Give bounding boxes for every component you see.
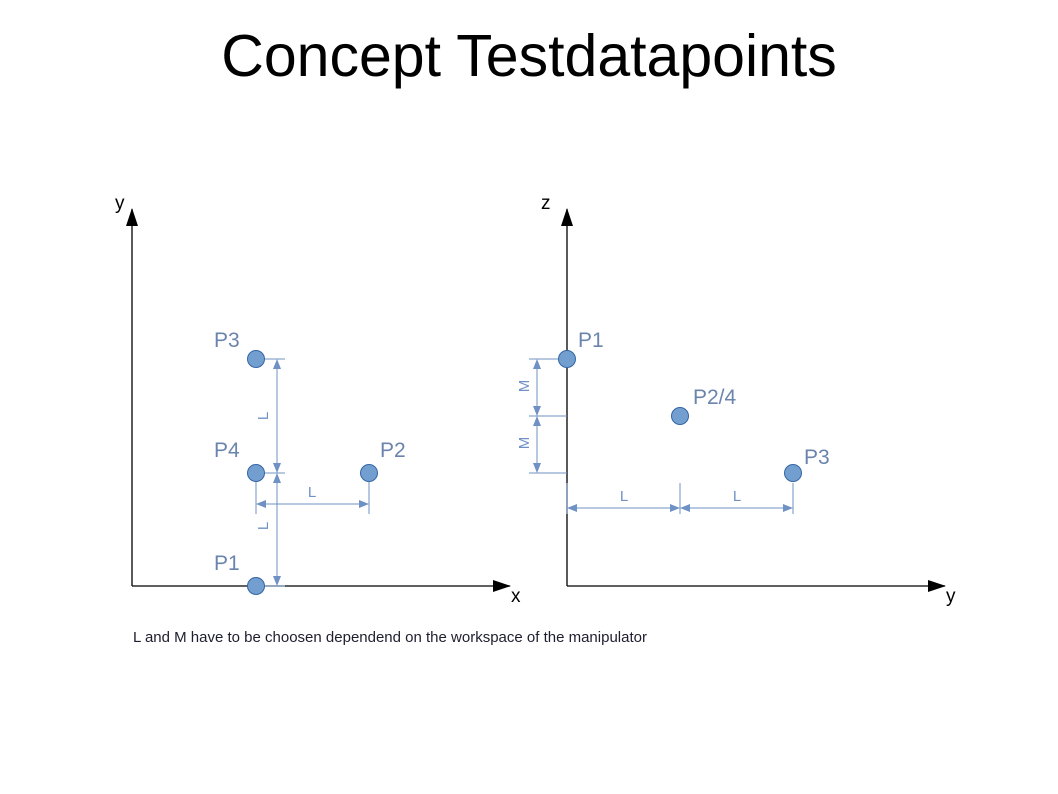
left-point-label-p1: P1 bbox=[214, 552, 240, 575]
left-point-p2 bbox=[360, 464, 378, 482]
right-dim-label-l-left: L bbox=[620, 488, 628, 505]
right-y-axis-label: y bbox=[946, 586, 956, 607]
right-point-p1 bbox=[558, 350, 576, 368]
footnote: L and M have to be choosen dependend on … bbox=[133, 629, 647, 646]
right-point-label-p3: P3 bbox=[804, 446, 830, 469]
right-dim-label-l-right: L bbox=[733, 488, 741, 505]
right-dim-label-m-lower: M bbox=[516, 437, 533, 450]
left-point-label-p4: P4 bbox=[214, 439, 240, 462]
right-point-p24 bbox=[671, 407, 689, 425]
right-dim-label-m-upper: M bbox=[516, 380, 533, 393]
right-point-label-p1: P1 bbox=[578, 329, 604, 352]
left-point-label-p2: P2 bbox=[380, 439, 406, 462]
left-point-p1 bbox=[247, 577, 265, 595]
left-extension-lines bbox=[255, 358, 370, 587]
right-point-label-p24: P2/4 bbox=[693, 386, 737, 409]
right-point-p3 bbox=[784, 464, 802, 482]
slide-title: Concept Testdatapoints bbox=[221, 23, 837, 89]
left-dim-label-p3-p4: L bbox=[255, 412, 272, 420]
right-view: z y M M L L P1 P2/4 P3 bbox=[516, 193, 956, 607]
left-point-p4 bbox=[247, 464, 265, 482]
left-dim-label-p4-p2: L bbox=[308, 484, 316, 501]
left-point-p3 bbox=[247, 350, 265, 368]
left-x-axis-label: x bbox=[511, 586, 521, 607]
left-view: y x L L L P3 P4 P2 P1 bbox=[115, 193, 521, 607]
left-y-axis-label: y bbox=[115, 193, 125, 214]
left-point-label-p3: P3 bbox=[214, 329, 240, 352]
right-extension-lines bbox=[529, 358, 794, 514]
left-dim-label-p4-p1: L bbox=[255, 522, 272, 530]
right-z-axis-label: z bbox=[541, 193, 551, 214]
